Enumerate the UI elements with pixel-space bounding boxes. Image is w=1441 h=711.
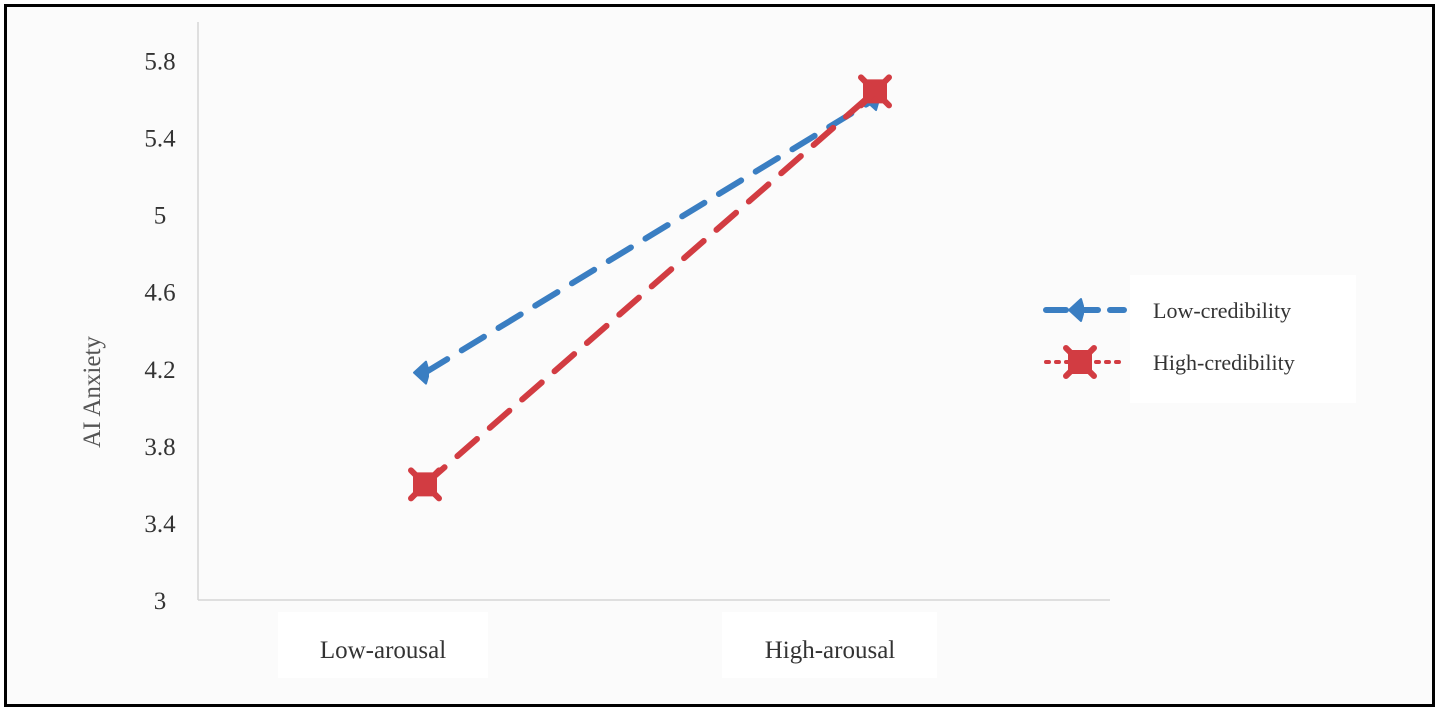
x-axis: Low-arousal High-arousal [198, 599, 1110, 664]
legend-label-1: High-credibility [1153, 350, 1295, 375]
y-tick-label: 3.4 [144, 511, 176, 538]
legend-item-1: High-credibility [1044, 345, 1295, 379]
legend-box [1130, 275, 1356, 403]
series-1-point-0 [408, 467, 442, 502]
y-tick-label: 5 [154, 203, 167, 230]
x-tick-label: High-arousal [765, 637, 896, 664]
legend-label-0: Low-credibility [1153, 298, 1291, 323]
series-1-point-1 [858, 74, 892, 109]
y-tick-label: 5.8 [144, 49, 175, 76]
category-label-backdrop-0 [278, 612, 488, 678]
y-tick-label: 5.4 [144, 126, 176, 153]
series-0-point-0 [413, 360, 429, 385]
y-axis: 3 3.4 3.8 4.2 4.6 5 5.4 5.8 [144, 22, 199, 615]
y-tick-label: 4.2 [144, 357, 175, 384]
y-axis-title: AI Anxiety [79, 336, 106, 448]
series-line-0 [422, 96, 878, 376]
series-layer [408, 74, 892, 502]
y-tick-label: 3 [154, 588, 167, 615]
legend-swatch-marker-0 [1068, 298, 1084, 322]
series-0 [413, 87, 879, 385]
y-tick-label: 3.8 [144, 434, 175, 461]
legend-swatch-marker-1 [1063, 345, 1097, 379]
series-1 [408, 74, 892, 502]
series-1-point-1-cross [858, 74, 892, 109]
legend-swatch-marker-1-cross [1063, 345, 1097, 379]
series-line-1 [422, 88, 878, 488]
legend-item-0: Low-credibility [1043, 298, 1291, 323]
y-tick-label: 4.6 [144, 280, 175, 307]
x-tick-label: Low-arousal [320, 637, 446, 664]
category-label-backdrop-1 [722, 612, 937, 678]
series-1-point-0-cross [408, 467, 442, 502]
legend: Low-credibility High-credibility [1043, 298, 1295, 379]
